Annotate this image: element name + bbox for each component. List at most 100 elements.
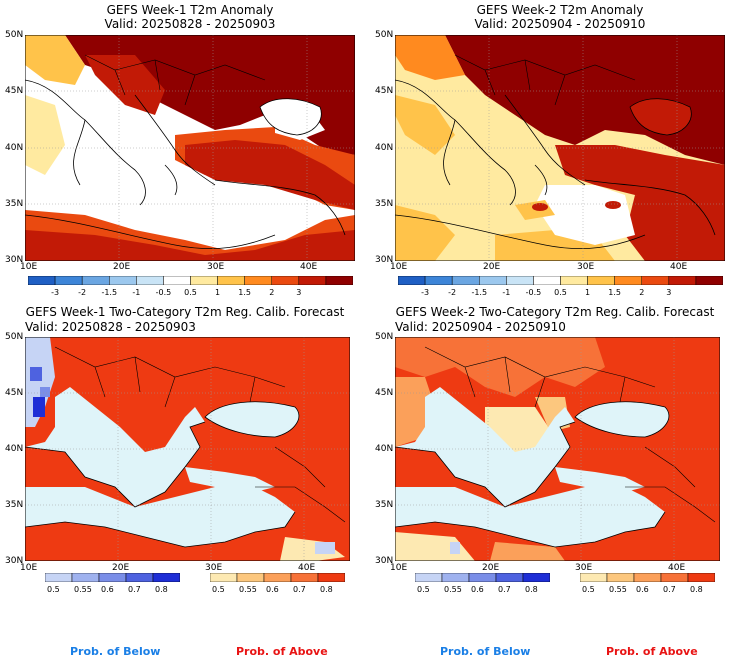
colorbar-tick-label: -0.5 xyxy=(525,288,542,297)
colorbar-swatches xyxy=(415,573,550,582)
colorbar-swatches xyxy=(580,573,715,582)
p3-lat-40: 40N xyxy=(5,444,24,454)
p2-lon-40: 40E xyxy=(670,262,688,272)
colorbar-tick-label: 0.7 xyxy=(663,585,676,594)
colorbar-tick-label: 0.6 xyxy=(636,585,649,594)
colorbar-swatch xyxy=(71,573,100,582)
panel3-title: GEFS Week-1 Two-Category T2m Reg. Calib.… xyxy=(25,305,345,319)
panel2-map xyxy=(395,35,725,261)
p1-lon-30: 30E xyxy=(207,262,225,272)
colorbar-swatch xyxy=(660,573,689,582)
colorbar-swatch xyxy=(614,276,643,285)
p1-lat-45: 45N xyxy=(5,86,24,96)
panel1-title: GEFS Week-1 T2m Anomaly xyxy=(106,3,274,17)
p4-lon-40: 40E xyxy=(668,563,686,573)
colorbar-tick-label: -2 xyxy=(78,288,87,297)
p2-lat-40: 40N xyxy=(375,143,394,153)
colorbar-swatches xyxy=(210,573,345,582)
colorbar-tick-label: 0.55 xyxy=(609,585,627,594)
colorbar-swatch xyxy=(236,573,265,582)
colorbar-tick-label: -1.5 xyxy=(471,288,488,297)
colorbar-swatch xyxy=(263,573,292,582)
p2-lat-30: 30N xyxy=(375,255,394,265)
colorbar-swatch xyxy=(580,573,608,582)
colorbar-tick-label: 1 xyxy=(585,288,591,297)
colorbar-tick-label: 0.8 xyxy=(690,585,703,594)
panel4-map xyxy=(395,337,720,561)
colorbar-tick-label: 0.7 xyxy=(293,585,306,594)
footer-prob-above-right: Prob. of Above xyxy=(606,645,698,658)
colorbar-tick-label: 2 xyxy=(269,288,275,297)
colorbar-tick-label: 0.5 xyxy=(582,585,595,594)
colorbar-tick-label: 0.8 xyxy=(155,585,168,594)
colorbar-tick-label: 0.8 xyxy=(525,585,538,594)
colorbar-tick-label: 1 xyxy=(215,288,221,297)
colorbar-swatch xyxy=(54,276,83,285)
panel1-valid: Valid: 20250828 - 20250903 xyxy=(104,17,276,31)
colorbar-swatch xyxy=(606,573,635,582)
colorbar-swatch xyxy=(522,573,550,582)
p3-lon-30: 30E xyxy=(205,563,223,573)
panel3-valid: Valid: 20250828 - 20250903 xyxy=(25,320,196,334)
panel2-valid: Valid: 20250904 - 20250910 xyxy=(474,17,646,31)
colorbar-swatch xyxy=(468,573,497,582)
p4-lat-45: 45N xyxy=(375,388,394,398)
p4-lon-20: 20E xyxy=(482,563,500,573)
colorbar-swatch xyxy=(290,573,319,582)
colorbar-swatch xyxy=(506,276,534,285)
colorbar-tick-label: -1 xyxy=(502,288,511,297)
colorbar-swatch xyxy=(217,276,245,285)
p2-lat-45: 45N xyxy=(375,86,394,96)
colorbar-swatch xyxy=(398,276,426,285)
p1-lon-20: 20E xyxy=(113,262,131,272)
p1-lat-30: 30N xyxy=(5,255,24,265)
p4-lon-30: 30E xyxy=(575,563,593,573)
p4-lat-50: 50N xyxy=(375,332,394,342)
colorbar-swatch xyxy=(81,276,110,285)
colorbar-tick-label: 0.6 xyxy=(101,585,114,594)
colorbar-tick-label: 0.5 xyxy=(554,288,567,297)
colorbar-swatch xyxy=(244,276,273,285)
colorbar-swatch xyxy=(98,573,127,582)
colorbar-swatch xyxy=(451,276,480,285)
colorbar-swatch xyxy=(298,276,327,285)
p3-lon-40: 40E xyxy=(298,563,316,573)
colorbar-tick-label: 0.6 xyxy=(471,585,484,594)
colorbar-tick-label: 0.55 xyxy=(239,585,257,594)
colorbar-swatch xyxy=(190,276,218,285)
p2-lat-35: 35N xyxy=(375,199,394,209)
colorbar-swatch xyxy=(668,276,697,285)
p4-lon-10: 10E xyxy=(390,563,408,573)
p2-lon-20: 20E xyxy=(483,262,501,272)
colorbar-swatch xyxy=(533,276,561,285)
colorbar-swatch xyxy=(415,573,443,582)
p3-lat-50: 50N xyxy=(5,332,24,342)
colorbar-tick-label: -1 xyxy=(132,288,141,297)
colorbar-swatch xyxy=(695,276,723,285)
colorbar-tick-label: 3 xyxy=(296,288,302,297)
colorbar-swatch xyxy=(441,573,470,582)
colorbar-tick-label: 0.7 xyxy=(498,585,511,594)
colorbar-swatch xyxy=(271,276,300,285)
colorbar-tick-label: 0.6 xyxy=(266,585,279,594)
p1-lat-40: 40N xyxy=(5,143,24,153)
colorbar-tick-label: -3 xyxy=(421,288,430,297)
colorbar-swatch xyxy=(28,276,56,285)
colorbar-tick-label: 1.5 xyxy=(238,288,252,297)
colorbar-swatch xyxy=(163,276,191,285)
colorbar-swatch xyxy=(45,573,73,582)
p2-lat-50: 50N xyxy=(375,30,394,40)
colorbar-swatches xyxy=(45,573,180,582)
p2-lon-30: 30E xyxy=(577,262,595,272)
colorbar-tick-label: 0.5 xyxy=(212,585,225,594)
p2-lon-10: 10E xyxy=(390,262,408,272)
panel3-map xyxy=(25,337,350,561)
colorbar-swatch xyxy=(587,276,615,285)
p3-lat-45: 45N xyxy=(5,388,24,398)
colorbar-swatch xyxy=(479,276,507,285)
p4-lat-35: 35N xyxy=(375,500,394,510)
p3-lon-20: 20E xyxy=(112,563,130,573)
p3-lon-10: 10E xyxy=(20,563,38,573)
colorbar-tick-label: 2 xyxy=(639,288,645,297)
colorbar-tick-label: 0.5 xyxy=(47,585,60,594)
